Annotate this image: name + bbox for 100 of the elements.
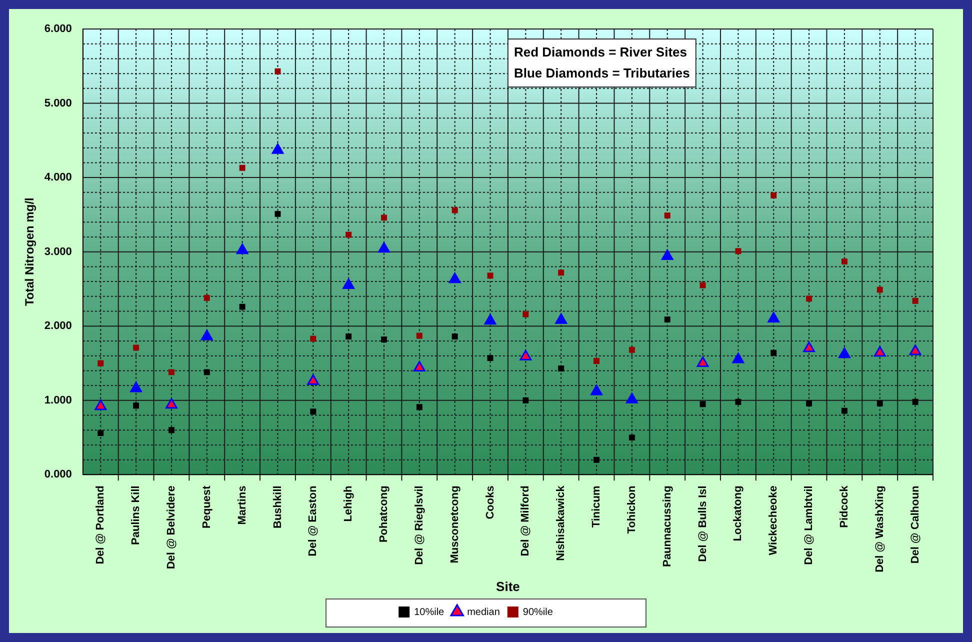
- x-tick-label: Pequest: [200, 485, 213, 528]
- x-tick-label: Musconetcong: [448, 486, 461, 564]
- point: [803, 342, 815, 352]
- point: [700, 401, 706, 408]
- point: [168, 369, 174, 376]
- point: [204, 294, 210, 301]
- x-tick-label: Tohickon: [626, 485, 638, 534]
- point: [661, 250, 674, 260]
- point: [876, 286, 883, 293]
- point: [770, 192, 777, 198]
- point: [448, 272, 461, 284]
- point: [732, 352, 744, 364]
- x-tick-label: Cooks: [484, 486, 496, 520]
- point: [204, 369, 210, 376]
- x-tick-label: Pidcock: [838, 484, 850, 528]
- y-tick-label: 3.000: [44, 246, 72, 258]
- point: [416, 332, 422, 339]
- point: [626, 392, 638, 404]
- x-tick-label: Bushkill: [272, 486, 284, 528]
- point: [735, 398, 742, 405]
- point: [487, 355, 494, 362]
- point: [806, 400, 812, 406]
- legend-label: 90%ile: [522, 606, 554, 618]
- x-tick-label: Del @ Lambtvil: [803, 486, 816, 565]
- point: [239, 304, 246, 310]
- point: [664, 316, 670, 322]
- point: [874, 346, 886, 357]
- point: [912, 298, 918, 304]
- y-tick-label: 4.000: [44, 172, 72, 184]
- x-tick-label: Paunnacussing: [661, 486, 674, 567]
- x-axis-title: Site: [496, 578, 520, 594]
- y-tick-label: 6.000: [44, 23, 72, 36]
- point: [310, 408, 316, 415]
- point: [452, 207, 458, 214]
- point: [520, 350, 532, 360]
- point: [381, 336, 387, 342]
- point: [413, 360, 426, 372]
- x-tick-label: Tinicum: [590, 485, 603, 528]
- point: [594, 456, 600, 463]
- point: [378, 242, 390, 253]
- point: [94, 400, 107, 410]
- annotation: Red Diamonds = River Sites: [514, 44, 687, 60]
- point: [130, 382, 142, 392]
- point: [628, 434, 635, 441]
- point: [841, 258, 848, 264]
- point: [909, 344, 922, 356]
- point: [768, 312, 780, 322]
- y-tick-label: 1.000: [44, 394, 72, 406]
- x-tick-label: Martins: [236, 486, 248, 525]
- point: [307, 374, 320, 385]
- legend-label: median: [467, 606, 500, 618]
- x-tick-label: Lockatong: [732, 486, 744, 542]
- x-tick-label: Del @ Calhoun: [909, 485, 922, 564]
- point: [272, 143, 284, 154]
- x-tick-label: Wickecheoke: [768, 486, 780, 556]
- x-tick-label: Del @ Milford: [520, 486, 532, 556]
- x-tick-label: Lehigh: [342, 485, 355, 522]
- point: [555, 313, 568, 324]
- y-tick-label: 5.000: [44, 97, 72, 110]
- point: [838, 348, 850, 358]
- point: [590, 384, 602, 396]
- x-tick-label: Del @ Bulls Isl: [696, 486, 709, 562]
- x-tick-label: Del @ Belvidere: [166, 486, 178, 570]
- point: [696, 356, 709, 368]
- point: [236, 244, 248, 254]
- point: [558, 270, 564, 276]
- point: [912, 398, 918, 405]
- point: [664, 212, 670, 218]
- x-tick-label: Del @ Easton: [307, 485, 320, 556]
- point: [98, 360, 104, 366]
- x-tick-label: Pohatcong: [378, 486, 390, 543]
- x-tick-label: Del @ WashXing: [874, 486, 886, 572]
- point: [274, 210, 281, 217]
- point: [876, 400, 883, 406]
- point: [200, 330, 213, 340]
- point: [484, 314, 496, 325]
- point: [558, 365, 564, 372]
- point: [841, 408, 848, 414]
- point: [239, 164, 246, 171]
- point: [274, 68, 281, 74]
- point: [346, 232, 352, 238]
- point: [522, 311, 529, 318]
- x-tick-label: Del @ Rieglsvil: [413, 486, 426, 565]
- point: [342, 278, 355, 290]
- y-tick-label: 2.000: [44, 320, 72, 332]
- point: [133, 402, 140, 409]
- point: [381, 214, 387, 221]
- point: [735, 248, 742, 254]
- x-tick-label: Nishisakawick: [555, 484, 568, 561]
- point: [452, 334, 458, 340]
- point: [594, 358, 600, 364]
- y-axis-title: Total Nitrogen mg/l: [22, 198, 37, 306]
- point: [98, 430, 104, 436]
- point: [806, 296, 812, 302]
- y-tick-label: 0.000: [44, 468, 72, 481]
- point: [310, 336, 316, 342]
- point: [346, 334, 352, 340]
- point: [133, 344, 140, 351]
- point: [487, 272, 494, 279]
- x-tick-label: Del @ Portland: [94, 486, 107, 564]
